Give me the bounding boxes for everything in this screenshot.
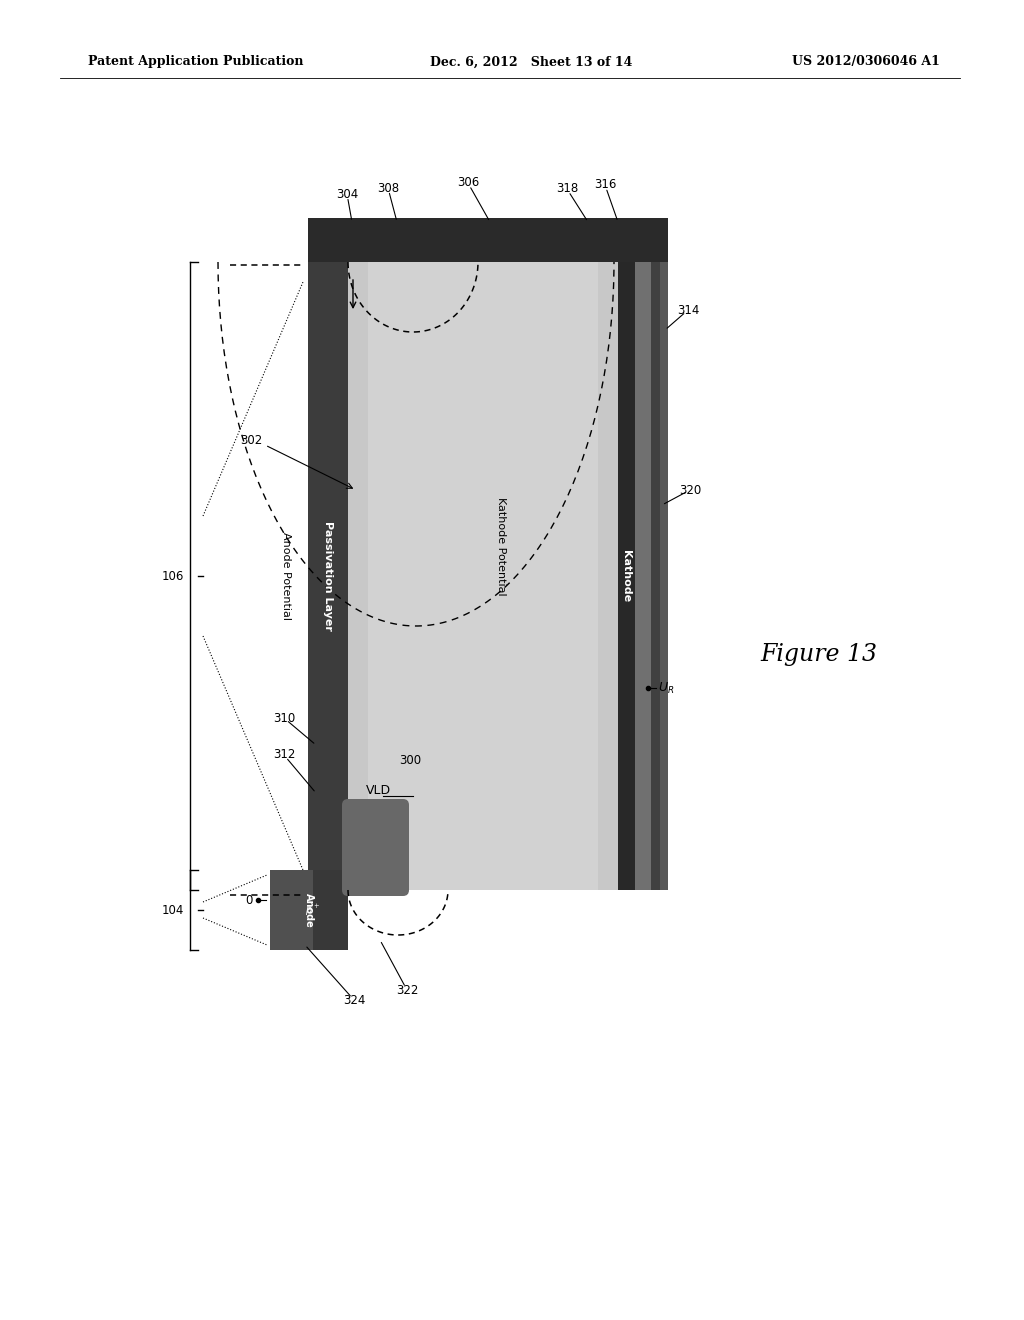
Text: 316: 316: [594, 178, 616, 191]
Text: 312: 312: [272, 748, 295, 762]
Bar: [618, 261, 635, 890]
FancyBboxPatch shape: [342, 799, 409, 896]
Text: $U_R$: $U_R$: [658, 680, 675, 696]
Text: US 2012/0306046 A1: US 2012/0306046 A1: [793, 55, 940, 69]
Text: 324: 324: [343, 994, 366, 1006]
Text: $p^+$: $p^+$: [304, 903, 319, 917]
Text: Passivation Layer: Passivation Layer: [323, 521, 333, 631]
Text: 306: 306: [457, 177, 479, 190]
Text: 320: 320: [679, 483, 701, 496]
Text: Dec. 6, 2012   Sheet 13 of 14: Dec. 6, 2012 Sheet 13 of 14: [430, 55, 633, 69]
Text: 314: 314: [677, 304, 699, 317]
Text: 318: 318: [556, 182, 579, 195]
Text: Kathode Potential: Kathode Potential: [496, 496, 506, 595]
Bar: [635, 261, 651, 890]
Text: Anode Potential: Anode Potential: [281, 532, 291, 620]
Bar: [308, 261, 348, 890]
Text: 304: 304: [336, 187, 358, 201]
Bar: [348, 261, 618, 890]
Bar: [270, 870, 313, 950]
Text: 0: 0: [246, 894, 253, 907]
Text: Figure 13: Figure 13: [760, 644, 877, 667]
Text: VLD: VLD: [366, 784, 391, 796]
Text: 308: 308: [377, 181, 399, 194]
Bar: [308, 218, 668, 261]
Text: 300: 300: [399, 754, 421, 767]
Text: Patent Application Publication: Patent Application Publication: [88, 55, 303, 69]
Text: 322: 322: [396, 983, 418, 997]
Text: 310: 310: [272, 711, 295, 725]
Text: Anode: Anode: [304, 892, 314, 928]
Text: 106: 106: [162, 569, 184, 582]
Text: Kathode: Kathode: [622, 550, 632, 602]
Text: 302: 302: [240, 433, 262, 446]
Bar: [368, 261, 598, 890]
Text: 104: 104: [162, 903, 184, 916]
Bar: [660, 261, 668, 890]
Bar: [270, 870, 348, 950]
Bar: [651, 261, 660, 890]
